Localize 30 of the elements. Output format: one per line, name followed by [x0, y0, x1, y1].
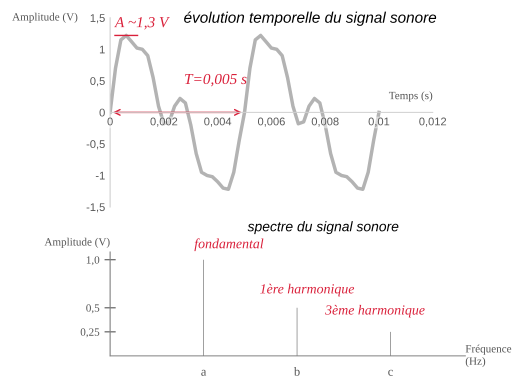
y-tick-label: -1,5: [86, 203, 105, 212]
annotation: 1ère harmonique: [260, 284, 354, 296]
y-tick-label: 1: [100, 46, 105, 54]
y-axis-title: Amplitude (V): [12, 12, 78, 23]
x-axis-title: Fréquence (Hz): [466, 344, 512, 368]
x-tick-label: 0,004: [204, 118, 232, 127]
y-tick-label: -0,5: [86, 140, 105, 150]
y-tick-label: 0: [100, 108, 105, 117]
annotation: 3ème harmonique: [325, 304, 425, 318]
annotation: fondamental: [194, 238, 264, 252]
y-tick-label: 0,25: [80, 328, 100, 338]
x-tick-label: a: [201, 370, 206, 376]
y-axis-title: Amplitude (V): [44, 238, 110, 248]
x-tick-label: 0,008: [312, 118, 339, 127]
x-tick-label: 0,006: [258, 118, 285, 127]
x-tick-label: 0: [107, 118, 113, 126]
chart-title: spectre du signal sonore: [248, 221, 398, 234]
y-tick-label: 0,5: [90, 77, 105, 86]
y-tick-label: 1,0: [86, 256, 100, 266]
x-axis-title: Temps (s): [388, 91, 432, 102]
x-tick-label: 0,012: [419, 118, 446, 127]
y-tick-label: 1,5: [90, 14, 105, 24]
annotation: A ~1,3 V: [114, 17, 170, 30]
x-tick-label: 0,01: [368, 118, 390, 127]
y-tick-label: 0,5: [86, 304, 100, 314]
chart-title: évolution temporelle du signal sonore: [184, 11, 436, 26]
annotation: T=0,005 s: [185, 74, 247, 86]
y-tick-label: -1: [96, 172, 105, 180]
x-tick-label: c: [388, 370, 393, 376]
x-tick-label: b: [294, 366, 300, 376]
